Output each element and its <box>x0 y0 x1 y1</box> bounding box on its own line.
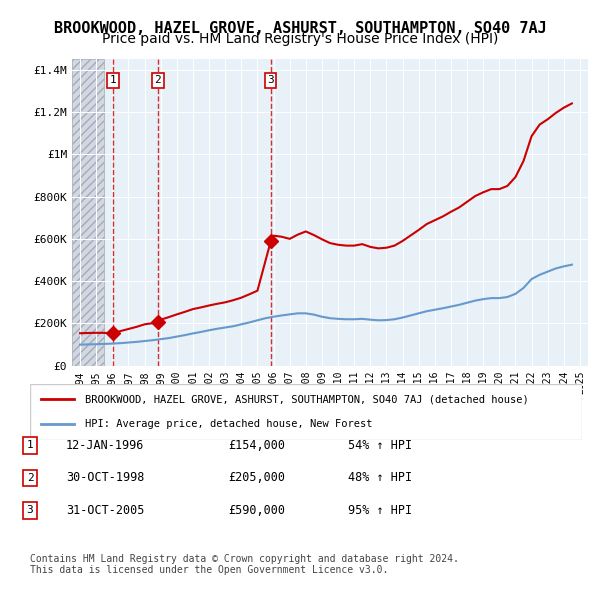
Text: 2: 2 <box>26 473 34 483</box>
Text: £590,000: £590,000 <box>228 504 285 517</box>
Text: 54% ↑ HPI: 54% ↑ HPI <box>348 439 412 452</box>
Text: 3: 3 <box>268 76 274 86</box>
Text: HPI: Average price, detached house, New Forest: HPI: Average price, detached house, New … <box>85 419 373 429</box>
Text: 31-OCT-2005: 31-OCT-2005 <box>66 504 145 517</box>
Text: Price paid vs. HM Land Registry's House Price Index (HPI): Price paid vs. HM Land Registry's House … <box>102 32 498 47</box>
Text: 1: 1 <box>26 441 34 450</box>
Text: BROOKWOOD, HAZEL GROVE, ASHURST, SOUTHAMPTON, SO40 7AJ: BROOKWOOD, HAZEL GROVE, ASHURST, SOUTHAM… <box>53 21 547 35</box>
Text: 30-OCT-1998: 30-OCT-1998 <box>66 471 145 484</box>
Text: £205,000: £205,000 <box>228 471 285 484</box>
Text: BROOKWOOD, HAZEL GROVE, ASHURST, SOUTHAMPTON, SO40 7AJ (detached house): BROOKWOOD, HAZEL GROVE, ASHURST, SOUTHAM… <box>85 394 529 404</box>
Text: 48% ↑ HPI: 48% ↑ HPI <box>348 471 412 484</box>
Bar <box>72 59 104 366</box>
Text: 12-JAN-1996: 12-JAN-1996 <box>66 439 145 452</box>
Text: 95% ↑ HPI: 95% ↑ HPI <box>348 504 412 517</box>
Text: Contains HM Land Registry data © Crown copyright and database right 2024.
This d: Contains HM Land Registry data © Crown c… <box>30 553 459 575</box>
Text: 1: 1 <box>110 76 116 86</box>
FancyBboxPatch shape <box>30 384 582 440</box>
Text: 2: 2 <box>155 76 161 86</box>
Text: £154,000: £154,000 <box>228 439 285 452</box>
Text: 3: 3 <box>26 506 34 515</box>
